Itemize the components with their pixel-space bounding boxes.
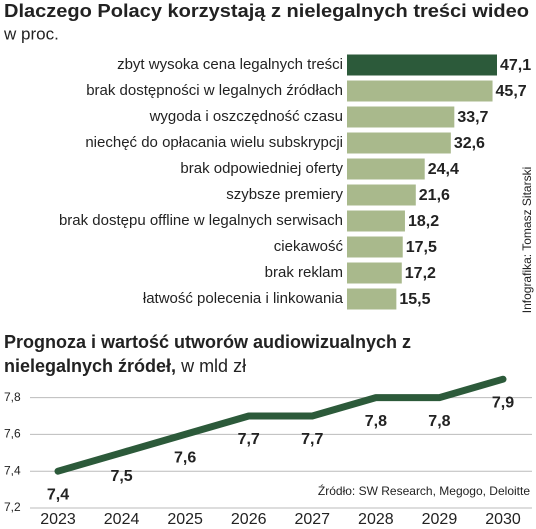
bar (347, 106, 455, 128)
bar (347, 132, 451, 154)
category-label: szybsze premiery (226, 186, 343, 203)
category-label: niechęć do opłacania wielu subskrypcji (85, 134, 343, 151)
value-label: 7,5 (110, 468, 132, 485)
unit: w mld zł (181, 356, 247, 376)
chart-title: Dlaczego Polacy korzystają z nielegalnyc… (4, 1, 529, 21)
bar (347, 184, 416, 206)
value-label: 47,1 (500, 57, 531, 74)
line (54, 375, 507, 475)
category-label: zbyt wysoka cena legalnych treści (117, 56, 343, 73)
value-label: 7,6 (174, 450, 196, 467)
bar (347, 210, 405, 232)
x-tick-label: 2025 (167, 511, 203, 528)
chart-subtitle: w proc. (3, 24, 59, 43)
value-label: 32,6 (454, 135, 485, 152)
value-label: 7,7 (238, 431, 260, 448)
bar (347, 158, 425, 180)
category-label: łatwość polecenia i linkowania (143, 290, 344, 307)
value-label: 15,5 (399, 291, 430, 308)
value-label: 7,8 (428, 413, 450, 430)
category-label: brak odpowiedniej oferty (180, 160, 343, 177)
category-label: ciekawość (274, 238, 344, 255)
x-tick-label: 2027 (294, 511, 330, 528)
value-label: 33,7 (457, 109, 488, 126)
value-label: 24,4 (428, 161, 459, 178)
bar (347, 54, 497, 76)
x-tick-label: 2028 (358, 511, 394, 528)
bar (347, 288, 397, 310)
y-tick-label: 7,8 (4, 390, 21, 404)
value-label: 45,7 (496, 83, 527, 100)
category-label: brak dostępu offline w legalnych serwisa… (59, 212, 343, 229)
x-tick-label: 2023 (40, 511, 76, 528)
x-tick-label: 2029 (422, 511, 458, 528)
credit: Infografika: Tomasz Sitarski (520, 167, 534, 314)
value-label: 7,4 (47, 486, 69, 503)
source: Źródło: SW Research, Megogo, Deloitte (318, 483, 530, 498)
value-label: 7,8 (365, 413, 387, 430)
category-label: brak reklam (265, 264, 343, 281)
value-label: 7,7 (301, 431, 323, 448)
value-label: 7,9 (492, 394, 514, 411)
x-tick-label: 2030 (485, 511, 521, 528)
category-label: brak dostępności w legalnych źródłach (86, 82, 343, 99)
value-label: 18,2 (408, 213, 439, 230)
chart-title: Prognoza i wartość utworów audiowizualny… (4, 332, 412, 376)
y-tick-label: 7,2 (4, 500, 21, 514)
y-tick-label: 7,6 (4, 427, 21, 441)
category-label: wygoda i oszczędność czasu (149, 108, 343, 125)
bar (347, 236, 403, 258)
bar (347, 262, 402, 284)
chart-title-2: Prognoza i wartość utworów audiowizualny… (4, 330, 424, 378)
bar (347, 80, 493, 102)
y-tick-label: 7,4 (4, 463, 21, 477)
x-tick-label: 2024 (104, 511, 140, 528)
x-tick-label: 2026 (231, 511, 267, 528)
value-label: 17,2 (405, 265, 436, 282)
value-label: 21,6 (419, 187, 450, 204)
value-label: 17,5 (406, 239, 437, 256)
